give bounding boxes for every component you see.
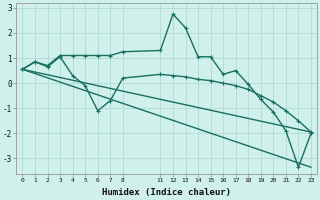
- X-axis label: Humidex (Indice chaleur): Humidex (Indice chaleur): [102, 188, 231, 197]
